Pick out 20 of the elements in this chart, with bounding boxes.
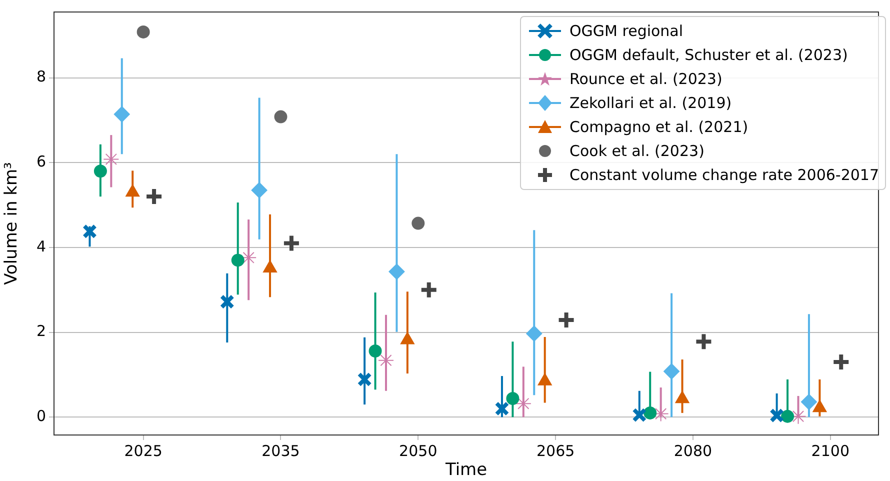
y-tick-label: 0 bbox=[36, 407, 46, 426]
y-axis-title: Volume in km³ bbox=[2, 162, 22, 285]
x-tick-label: 2065 bbox=[536, 442, 575, 460]
x-tick-label: 2050 bbox=[399, 442, 438, 460]
y-tick-label: 8 bbox=[36, 68, 46, 86]
legend-label: Cook et al. (2023) bbox=[569, 142, 704, 160]
legend-label: Rounce et al. (2023) bbox=[569, 70, 722, 88]
x-axis-title: Time bbox=[444, 460, 488, 480]
legend-label: OGGM default, Schuster et al. (2023) bbox=[569, 46, 848, 64]
legend-label: Zekollari et al. (2019) bbox=[569, 94, 732, 112]
legend-label: Constant volume change rate 2006-2017 bbox=[569, 166, 879, 184]
y-tick-label: 2 bbox=[36, 322, 46, 340]
x-tick-label: 2080 bbox=[674, 442, 712, 460]
x-tick-label: 2100 bbox=[811, 442, 850, 460]
x-tick-label: 2035 bbox=[262, 442, 300, 460]
x-tick-label: 2025 bbox=[124, 442, 162, 460]
y-tick-label: 4 bbox=[36, 237, 46, 256]
y-tick-label: 6 bbox=[36, 152, 46, 171]
legend-label: Compagno et al. (2021) bbox=[569, 118, 748, 136]
legend-label: OGGM regional bbox=[569, 22, 684, 40]
